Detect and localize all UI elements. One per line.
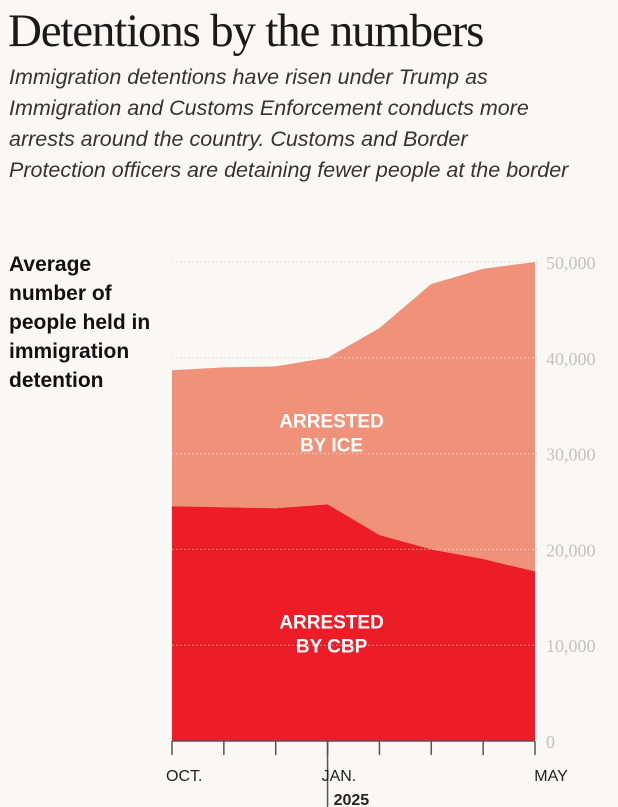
area-label-cbp-line-2: BY CBP [296,637,368,658]
x-tick-label-jan: JAN. [322,768,357,785]
y-tick-label-50000: 50,000 [546,253,596,273]
chart-title: Detentions by the numbers [8,5,484,57]
y-tick-label-40000: 40,000 [546,349,596,369]
y-tick-label-30000: 30,000 [546,445,596,465]
y-tick-label-10000: 10,000 [546,636,596,656]
area-label-cbp-line-1: ARRESTED [279,613,384,634]
y-tick-label-20000: 20,000 [546,540,596,560]
area-ice [172,262,535,572]
chart-subtitle: Immigration detentions have risen under … [9,65,569,182]
x-year-label: 2025 [334,792,370,807]
area-cbp [172,504,535,741]
area-label-ice-line-2: BY ICE [300,436,363,457]
y-tick-label-0: 0 [546,732,555,752]
x-tick-label-may: MAY [534,768,568,785]
y-axis-label: Average number of people held in immigra… [9,253,151,392]
area-label-ice-line-1: ARRESTED [279,412,384,433]
x-tick-label-oct: OCT. [166,768,202,785]
